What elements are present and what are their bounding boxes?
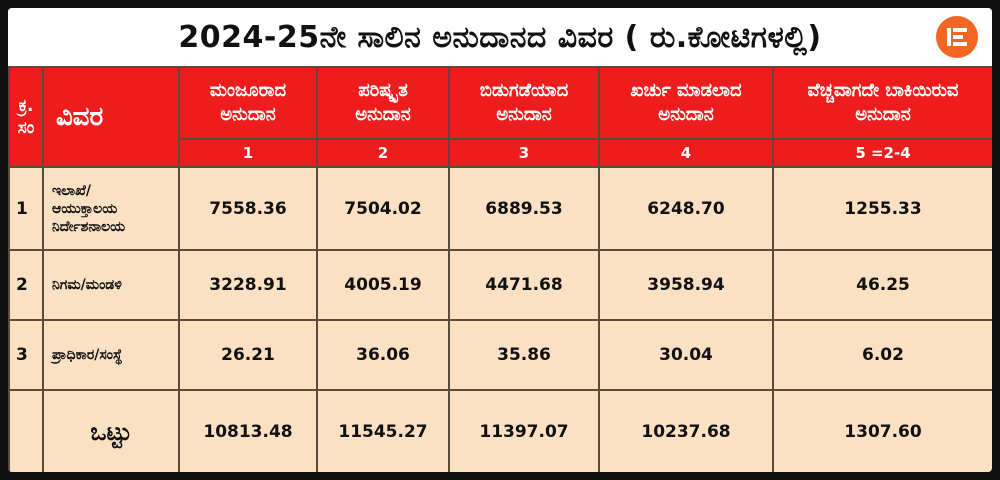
header-index: 5 =2-4: [772, 138, 992, 168]
header-spent-grant: ಖರ್ಚು ಮಾಡಲಾದ ಅನುದಾನ: [598, 66, 774, 140]
total-row: ಒಟ್ಟು 10813.48 11545.27 11397.07 10237.6…: [8, 389, 992, 472]
value-cell: 36.06: [316, 319, 450, 391]
row-description: ಪ್ರಾಧಿಕಾರ/ಸಂಸ್ಥೆ: [42, 319, 180, 391]
grant-details-table: ಕ್ರ. ಸಂ ವಿವರ ಮಂಜೂರಾದ ಅನುದಾನ ಪರಿಷ್ಕೃತ ಅನುದಾ…: [8, 66, 992, 472]
value-cell: 3228.91: [178, 249, 318, 321]
value-cell: 7504.02: [316, 166, 450, 251]
page-title: 2024-25ನೇ ಸಾಲಿನ ಅನುದಾನದ ವಿವರ ( ರು.ಕೋಟಿಗಳ…: [178, 19, 822, 55]
value-cell: 26.21: [178, 319, 318, 391]
value-cell: 4005.19: [316, 249, 450, 321]
serial-number: 2: [8, 249, 44, 321]
value-cell: 30.04: [598, 319, 774, 391]
value-cell: 6248.70: [598, 166, 774, 251]
total-value-cell: 10237.68: [598, 389, 774, 472]
header-released-grant: ಬಿಡುಗಡೆಯಾದ ಅನುದಾನ: [448, 66, 600, 140]
header-index: 2: [316, 138, 450, 168]
table-row: 2 ನಿಗಮ/ಮಂಡಳಿ 3228.91 4005.19 4471.68 395…: [8, 249, 992, 321]
total-value-cell: 11397.07: [448, 389, 600, 472]
value-cell: 4471.68: [448, 249, 600, 321]
row-description: ನಿಗಮ/ಮಂಡಳಿ: [42, 249, 180, 321]
value-cell: 7558.36: [178, 166, 318, 251]
total-label: ಒಟ್ಟು: [42, 389, 180, 472]
serial-number: 1: [8, 166, 44, 251]
serial-number-empty: [8, 389, 44, 472]
value-cell: 1255.33: [772, 166, 992, 251]
header-sanctioned-grant: ಮಂಜೂರಾದ ಅನುದಾನ: [178, 66, 318, 140]
value-cell: 3958.94: [598, 249, 774, 321]
table-row: 3 ಪ್ರಾಧಿಕಾರ/ಸಂಸ್ಥೆ 26.21 36.06 35.86 30.…: [8, 319, 992, 391]
serial-number: 3: [8, 319, 44, 391]
total-value-cell: 1307.60: [772, 389, 992, 472]
header-serial-number: ಕ್ರ. ಸಂ: [8, 66, 44, 168]
header-index: 4: [598, 138, 774, 168]
value-cell: 6.02: [772, 319, 992, 391]
value-cell: 35.86: [448, 319, 600, 391]
title-bar: 2024-25ನೇ ಸಾಲಿನ ಅನುದಾನದ ವಿವರ ( ರು.ಕೋಟಿಗಳ…: [8, 8, 992, 66]
header-unspent-grant: ವೆಚ್ಚವಾಗದೇ ಬಾಕಿಯಿರುವ ಅನುದಾನ: [772, 66, 992, 140]
total-value-cell: 10813.48: [178, 389, 318, 472]
brand-logo-icon: [936, 16, 978, 58]
header-revised-grant: ಪರಿಷ್ಕೃತ ಅನುದಾನ: [316, 66, 450, 140]
infographic-frame: 2024-25ನೇ ಸಾಲಿನ ಅನುದಾನದ ವಿವರ ( ರು.ಕೋಟಿಗಳ…: [8, 8, 992, 472]
value-cell: 46.25: [772, 249, 992, 321]
table-row: 1 ಇಲಾಖೆ/ಆಯುಕ್ತಾಲಯ ನಿರ್ದೇಶನಾಲಯ 7558.36 750…: [8, 166, 992, 251]
row-description: ಇಲಾಖೆ/ಆಯುಕ್ತಾಲಯ ನಿರ್ದೇಶನಾಲಯ: [42, 166, 180, 251]
header-description: ವಿವರ: [42, 66, 180, 168]
header-index: 3: [448, 138, 600, 168]
brand-e-logo-icon: [947, 28, 967, 46]
value-cell: 6889.53: [448, 166, 600, 251]
header-index: 1: [178, 138, 318, 168]
total-value-cell: 11545.27: [316, 389, 450, 472]
